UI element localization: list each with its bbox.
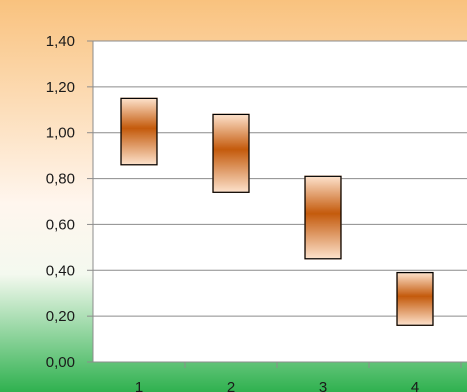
y-tick-label: 1,20 — [46, 79, 75, 96]
range-bar-4 — [396, 271, 434, 326]
x-tick-label: 3 — [319, 379, 327, 392]
y-tick-label: 1,00 — [46, 125, 75, 142]
x-tick-label: 4 — [411, 379, 419, 392]
y-tick-label: 0,60 — [46, 216, 75, 233]
y-tick-label: 0,00 — [46, 354, 75, 371]
plot-area: 0,00 0,20 0,40 0,60 0,80 1,00 1,20 1,40 1 2 3 4 — [46, 33, 467, 392]
x-tick-label: 2 — [227, 379, 235, 392]
y-tick-label: 1,40 — [46, 33, 75, 50]
range-bar-2 — [212, 113, 250, 193]
range-bar-1 — [120, 97, 158, 166]
x-tick-label: 1 — [135, 379, 143, 392]
y-tick-label: 0,80 — [46, 171, 75, 188]
range-bar-3 — [304, 175, 342, 260]
y-tick-label: 0,20 — [46, 308, 75, 325]
y-tick-label: 0,40 — [46, 262, 75, 279]
